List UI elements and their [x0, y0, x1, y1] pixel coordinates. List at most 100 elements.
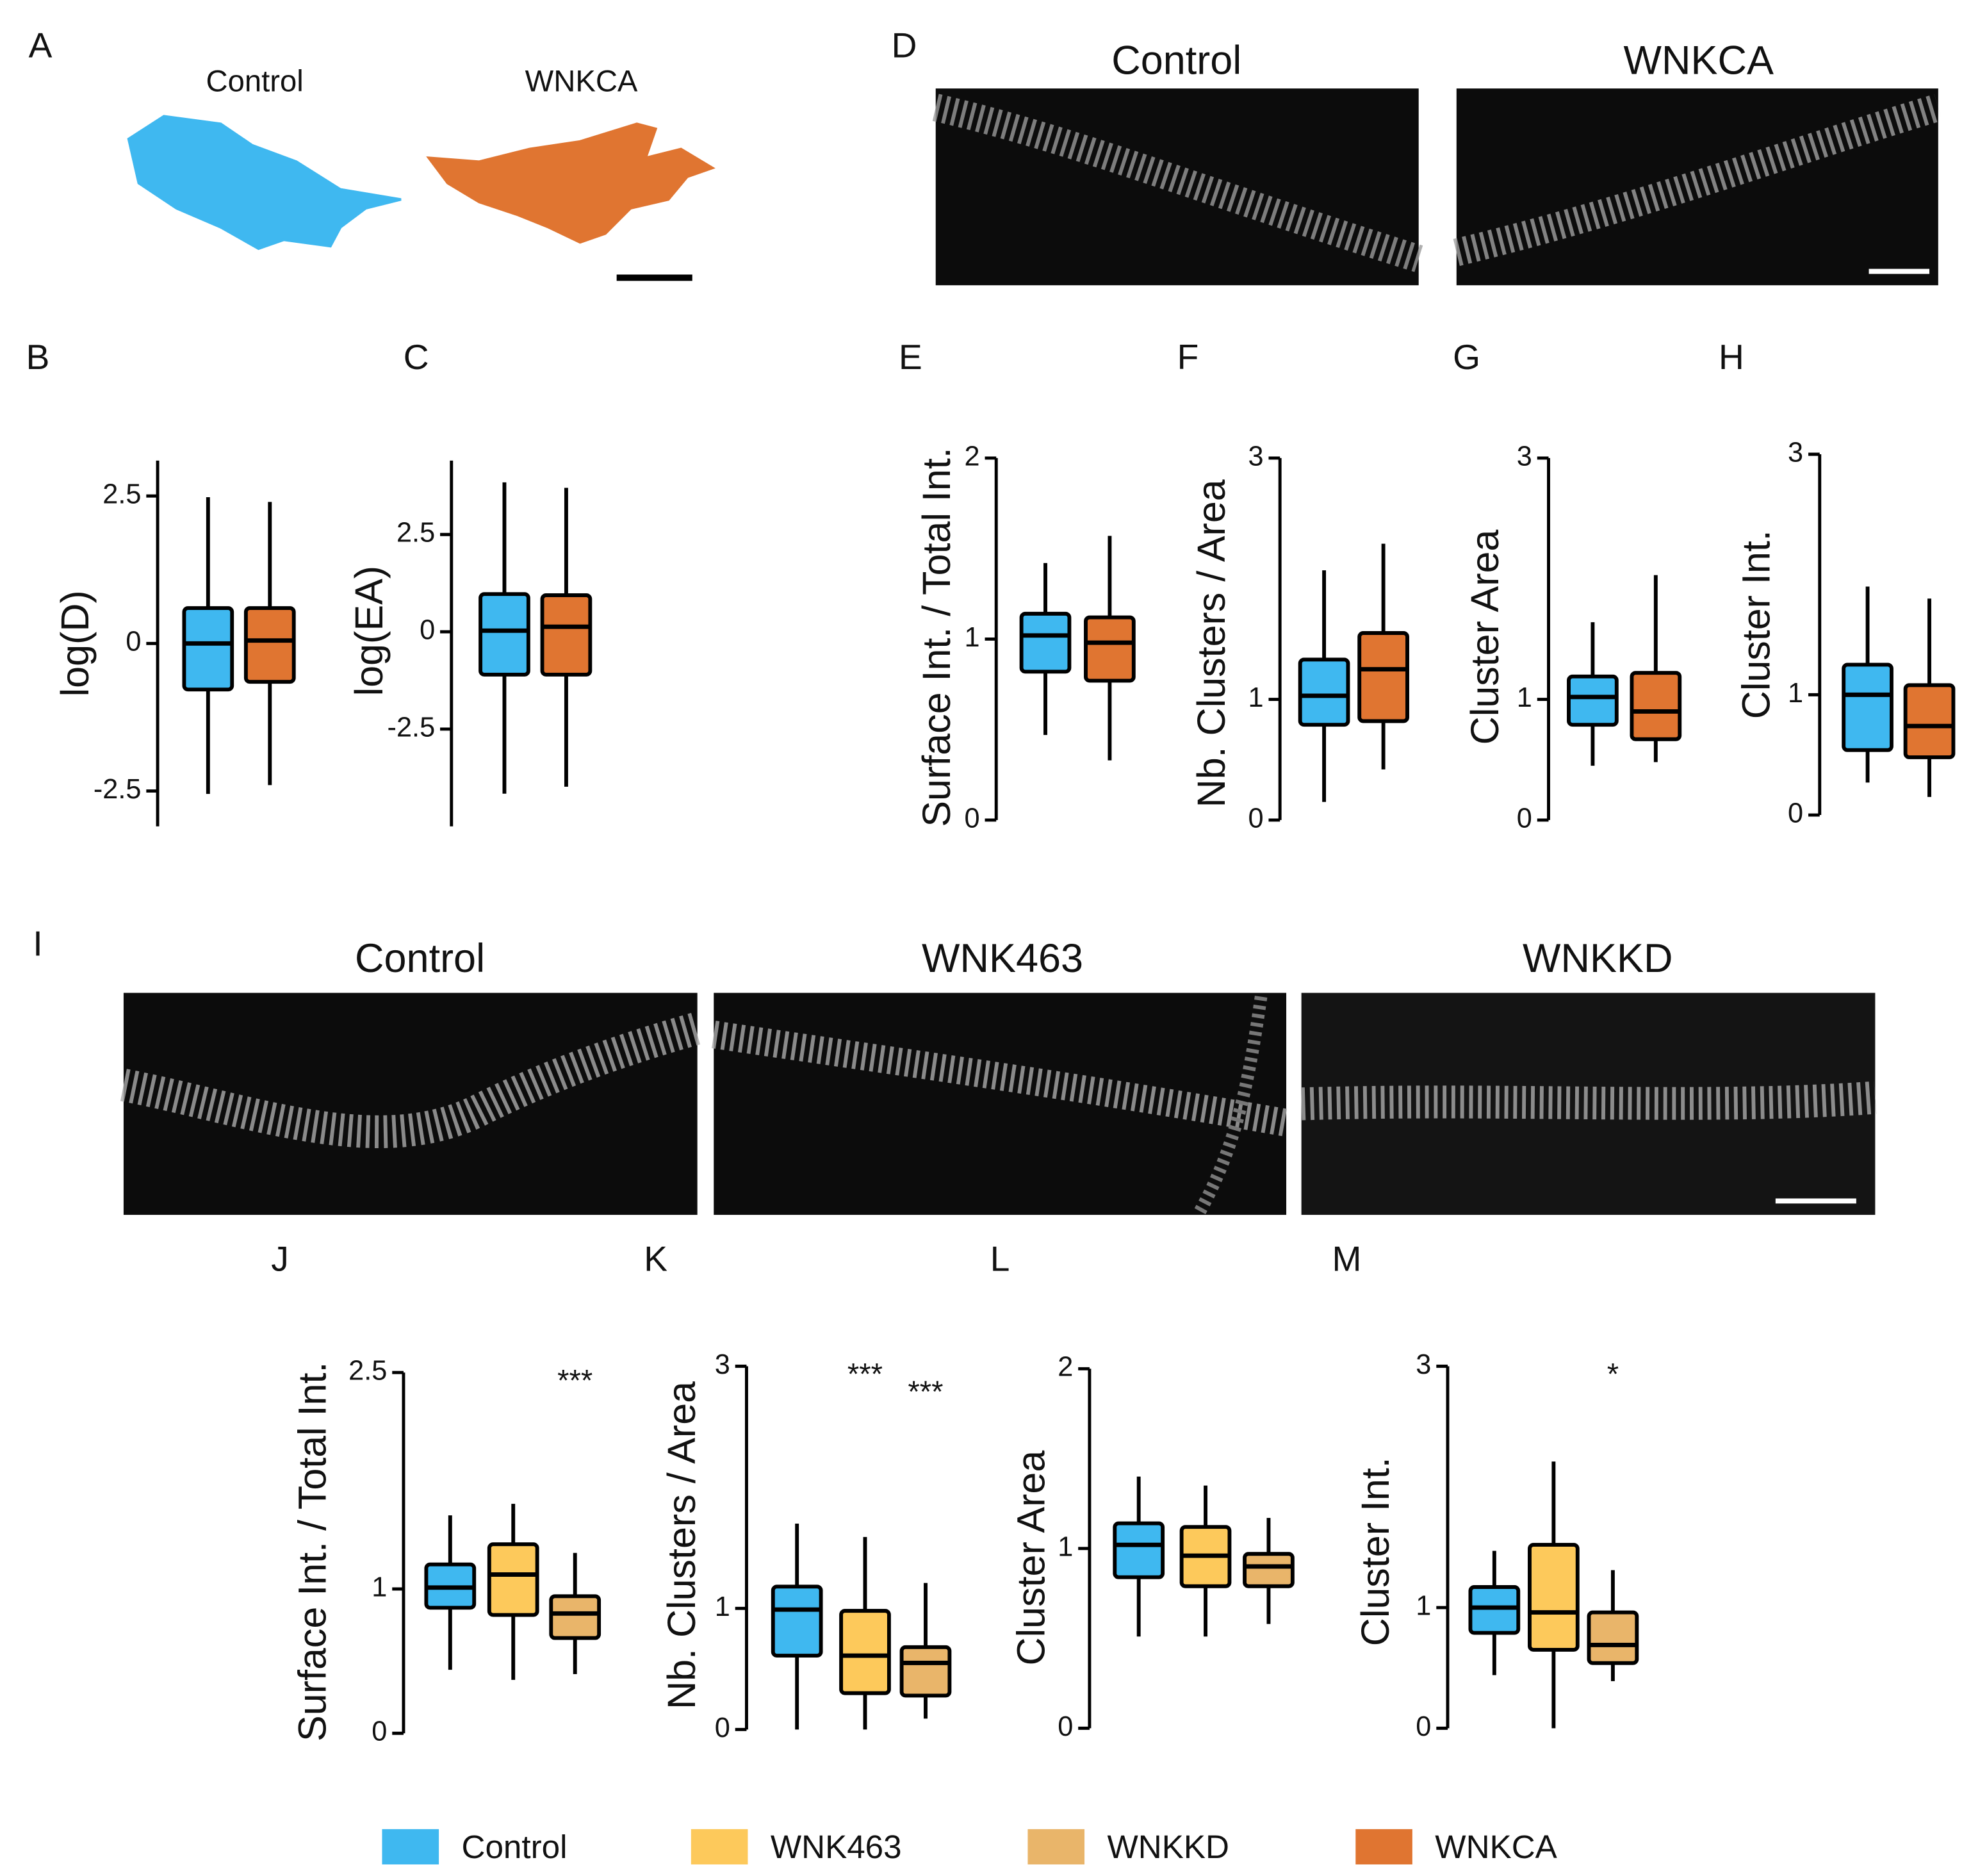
y-tick-label: -2.5 [94, 774, 142, 805]
y-axis-label: Cluster Area [1463, 530, 1507, 745]
y-tick-label: 0 [1517, 803, 1532, 834]
box [1357, 631, 1409, 723]
panel-label: L [990, 1239, 1010, 1279]
box [1528, 1543, 1580, 1652]
y-axis-label: Cluster Int. [1734, 530, 1778, 719]
image-title: Control [1111, 38, 1241, 83]
y-tick-label: 0 [965, 803, 980, 834]
box [1468, 1585, 1521, 1635]
y-tick-label: 1 [1788, 678, 1803, 709]
y-axis-label: Surface Int. / Total Int. [290, 1362, 334, 1741]
legend-swatch [691, 1829, 748, 1864]
micrograph-d-wnkca [1453, 88, 1943, 286]
box [1842, 662, 1893, 752]
image-title: WNK463 [922, 936, 1083, 981]
y-axis-label: Nb. Clusters / Area [1190, 479, 1233, 807]
box [243, 606, 296, 684]
image-title: WNKCA [525, 65, 638, 99]
y-tick-label: 1 [1517, 682, 1532, 713]
y-tick-label: 2.5 [348, 1356, 387, 1386]
image-title: Control [355, 936, 485, 981]
image-title: Control [206, 65, 304, 99]
y-tick-label: 1 [1416, 1590, 1431, 1621]
y-tick-label: 2.5 [397, 518, 435, 548]
legend-swatch [382, 1829, 439, 1864]
box [182, 606, 234, 692]
panel-label: D [892, 26, 917, 65]
y-tick-label: 0 [1058, 1711, 1073, 1742]
box [1113, 1521, 1165, 1579]
image-title: WNKKD [1523, 936, 1672, 981]
y-tick-label: 2.5 [102, 479, 141, 510]
image-title: WNKCA [1624, 38, 1774, 83]
panel-label: H [1719, 337, 1744, 377]
micrograph-i-wnk463 [712, 992, 1289, 1218]
box [1019, 611, 1072, 674]
significance: *** [557, 1363, 593, 1397]
y-tick-label: 0 [1416, 1711, 1431, 1742]
y-axis-label: Cluster Int. [1354, 1457, 1397, 1646]
box [1630, 671, 1682, 741]
box [540, 593, 593, 677]
box [1567, 674, 1619, 727]
significance: *** [847, 1358, 883, 1392]
y-tick-label: 0 [1248, 803, 1263, 834]
y-tick-label: -2.5 [388, 712, 436, 743]
panel-label: I [33, 923, 42, 963]
significance: * [1607, 1358, 1619, 1392]
box [487, 1542, 539, 1617]
y-tick-label: 2 [1058, 1352, 1073, 1383]
legend-label: Control [462, 1829, 568, 1865]
y-tick-label: 3 [1248, 441, 1263, 472]
y-axis-label: Surface Int. / Total Int. [915, 447, 958, 827]
trajectory-wnkca [426, 122, 716, 244]
micrograph-i-wnkkd [1300, 992, 1877, 1215]
y-tick-label: 1 [965, 622, 980, 653]
y-tick-label: 3 [1788, 437, 1803, 468]
panel-label: G [1453, 337, 1480, 377]
y-tick-label: 0 [126, 627, 141, 657]
box [771, 1584, 823, 1658]
micrograph-d-control [932, 88, 1423, 286]
y-axis-label: Nb. Clusters / Area [660, 1381, 703, 1709]
y-tick-label: 3 [715, 1349, 730, 1380]
box [478, 592, 530, 677]
box [549, 1594, 601, 1640]
y-tick-label: 1 [715, 1592, 730, 1622]
y-axis-label: log(EA) [347, 566, 391, 696]
trajectory-control [127, 115, 402, 251]
legend-label: WNKKD [1107, 1829, 1229, 1865]
box [1903, 683, 1956, 759]
panel-label: M [1332, 1239, 1362, 1279]
panel-label: E [899, 337, 922, 377]
box [839, 1609, 891, 1695]
y-axis-label: Cluster Area [1009, 1451, 1052, 1666]
box [1298, 657, 1350, 727]
panel-label: B [26, 337, 50, 377]
panel-label: K [644, 1239, 667, 1279]
panel-label: A [29, 26, 53, 65]
significance: *** [908, 1375, 943, 1409]
panel-label: F [1177, 337, 1199, 377]
y-axis-label: log(D) [53, 590, 97, 696]
legend-label: WNKCA [1435, 1829, 1557, 1865]
legend-label: WNK463 [771, 1829, 902, 1865]
legend-swatch [1355, 1829, 1412, 1864]
box [1587, 1610, 1639, 1665]
micrograph-i-control [120, 992, 702, 1215]
box [1084, 615, 1136, 683]
box [899, 1645, 952, 1698]
y-tick-label: 0 [372, 1716, 387, 1747]
legend-swatch [1027, 1829, 1085, 1864]
y-tick-label: 0 [420, 615, 435, 646]
panel-label: J [271, 1239, 289, 1279]
y-tick-label: 3 [1517, 441, 1532, 472]
y-tick-label: 1 [372, 1572, 387, 1602]
y-tick-label: 0 [715, 1713, 730, 1743]
y-tick-label: 0 [1788, 798, 1803, 828]
box [1243, 1552, 1295, 1588]
y-tick-label: 1 [1058, 1531, 1073, 1562]
y-tick-label: 2 [965, 441, 980, 472]
